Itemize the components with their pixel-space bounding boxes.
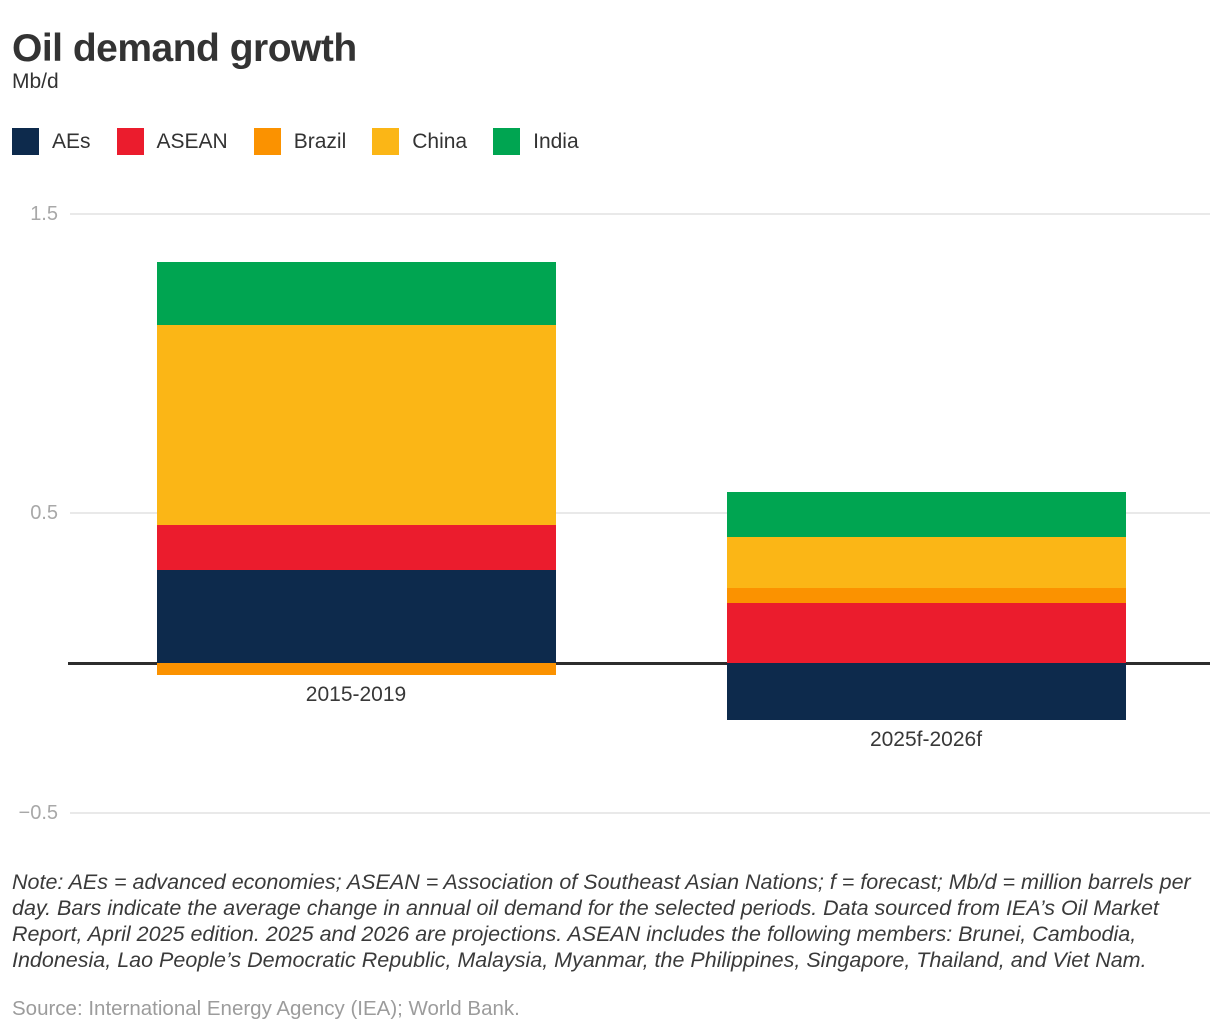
bar-2025f-2026f-segment-asean bbox=[726, 603, 1126, 663]
legend-label: ASEAN bbox=[156, 129, 228, 153]
legend-label: India bbox=[533, 129, 579, 153]
legend-label: China bbox=[412, 129, 468, 153]
legend-item-asean: ASEAN bbox=[116, 128, 228, 155]
legend-swatch-brazil bbox=[253, 128, 281, 155]
legend-label: Brazil bbox=[293, 129, 347, 153]
bar-2015-2019-segment-china bbox=[156, 325, 556, 525]
legend-swatch-india bbox=[493, 128, 521, 155]
legend-item-china: China bbox=[372, 128, 467, 155]
bar-2015-2019-segment-brazil bbox=[156, 663, 556, 675]
y-tick-label: −0.5 bbox=[18, 802, 58, 824]
bar-2015-2019-segment-aes bbox=[156, 570, 556, 663]
note-text: Note: AEs = advanced economies; ASEAN = … bbox=[12, 870, 1191, 972]
legend-swatch-asean bbox=[116, 128, 144, 155]
x-axis-label-2025f-2026f: 2025f-2026f bbox=[869, 728, 983, 751]
gridline-0.5 bbox=[70, 512, 1210, 514]
zero-axis-line bbox=[68, 662, 1210, 665]
gridline-1.5 bbox=[70, 213, 1210, 215]
legend-swatch-aes bbox=[12, 128, 39, 155]
bar-2015-2019-segment-india bbox=[156, 262, 556, 325]
legend: AEs ASEAN Brazil China India bbox=[12, 128, 579, 155]
legend-label: AEs bbox=[52, 129, 91, 153]
y-tick-label: 1.5 bbox=[30, 203, 58, 225]
y-tick-label: 0.5 bbox=[30, 502, 58, 524]
unit-label: Mb/d bbox=[12, 70, 59, 93]
bar-2025f-2026f-segment-aes bbox=[726, 663, 1126, 720]
legend-item-india: India bbox=[493, 128, 579, 155]
source-text: Source: International Energy Agency (IEA… bbox=[12, 997, 520, 1020]
legend-swatch-china bbox=[372, 128, 400, 155]
legend-item-aes: AEs bbox=[12, 128, 91, 155]
bar-2025f-2026f-segment-brazil bbox=[726, 588, 1126, 603]
gridline-−0.5 bbox=[70, 812, 1210, 814]
bar-2025f-2026f-segment-china bbox=[726, 537, 1126, 588]
x-axis-label-2015-2019: 2015-2019 bbox=[305, 683, 407, 706]
chart-title: Oil demand growth bbox=[12, 27, 357, 71]
bar-2025f-2026f-segment-india bbox=[726, 492, 1126, 537]
bar-2015-2019-segment-asean bbox=[156, 525, 556, 570]
legend-item-brazil: Brazil bbox=[253, 128, 347, 155]
